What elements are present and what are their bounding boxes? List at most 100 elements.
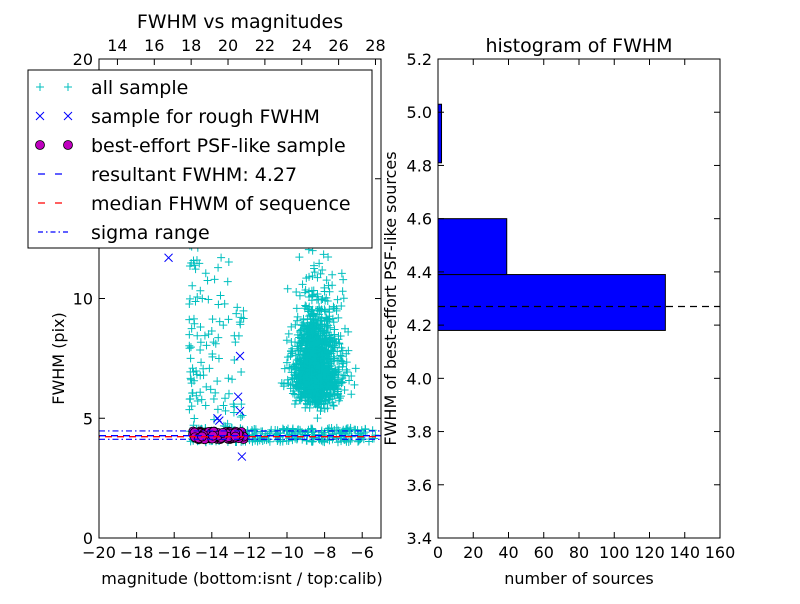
all-sample-point bbox=[284, 379, 293, 388]
all-sample-point bbox=[217, 253, 226, 262]
histogram-bar bbox=[437, 274, 666, 331]
top-x-tick-label: 16 bbox=[144, 36, 164, 55]
right-x-tick-label: 20 bbox=[463, 543, 483, 562]
left-reference-lines bbox=[99, 430, 381, 440]
all-sample-point bbox=[223, 419, 232, 428]
top-x-tick-label: 22 bbox=[255, 36, 275, 55]
all-sample-point bbox=[186, 374, 195, 383]
all-sample-point bbox=[324, 281, 333, 290]
all-sample-point bbox=[337, 269, 346, 278]
all-sample-point bbox=[309, 344, 318, 353]
all-sample-point bbox=[316, 317, 325, 326]
top-x-tick-label: 26 bbox=[328, 36, 348, 55]
all-sample-point bbox=[339, 294, 348, 303]
all-sample-point bbox=[340, 324, 349, 333]
right-y-tick-label: 4.4 bbox=[407, 263, 432, 282]
all-sample-point bbox=[223, 277, 232, 286]
all-sample-point bbox=[237, 400, 246, 409]
all-sample-point bbox=[302, 325, 311, 334]
all-sample-point bbox=[230, 331, 239, 340]
all-sample-point bbox=[329, 377, 338, 386]
all-sample-point bbox=[316, 393, 325, 402]
all-sample-point bbox=[303, 305, 312, 314]
legend-marker-plus bbox=[64, 83, 72, 91]
all-sample-point bbox=[357, 433, 366, 442]
all-sample-point bbox=[209, 338, 218, 347]
all-sample-point bbox=[308, 424, 317, 433]
all-sample-point bbox=[324, 252, 333, 261]
all-sample-point bbox=[320, 336, 329, 345]
all-sample-point bbox=[304, 372, 313, 381]
all-sample-point bbox=[319, 385, 328, 394]
all-sample-point bbox=[293, 316, 302, 325]
all-sample-point bbox=[305, 337, 314, 346]
right-y-tick-label: 5.2 bbox=[407, 50, 432, 69]
all-sample-point bbox=[185, 262, 194, 271]
all-sample-point bbox=[230, 402, 239, 411]
right-x-tick-label: 160 bbox=[705, 543, 736, 562]
all-sample-point bbox=[332, 434, 341, 443]
all-sample-point bbox=[339, 275, 348, 284]
all-sample-point bbox=[300, 347, 309, 356]
all-sample-point bbox=[186, 354, 195, 363]
all-sample-point bbox=[292, 304, 301, 313]
all-sample-point bbox=[314, 379, 323, 388]
all-sample-point bbox=[288, 349, 297, 358]
all-sample-point bbox=[296, 380, 305, 389]
all-sample-point bbox=[317, 397, 326, 406]
all-sample-point bbox=[317, 371, 326, 380]
all-sample-point bbox=[193, 397, 202, 406]
all-sample-point bbox=[338, 346, 347, 355]
all-sample-point bbox=[309, 286, 318, 295]
all-sample-point bbox=[306, 339, 315, 348]
legend-item: median FHWM of sequence bbox=[38, 193, 351, 215]
all-sample-point bbox=[279, 425, 288, 434]
all-sample-point bbox=[210, 415, 219, 424]
all-sample-point bbox=[283, 284, 292, 293]
legend-label: all sample bbox=[91, 77, 188, 99]
all-sample-point bbox=[328, 430, 337, 439]
all-sample-point bbox=[300, 380, 309, 389]
all-sample-point bbox=[321, 296, 330, 305]
all-sample-point bbox=[191, 297, 200, 306]
all-sample-point bbox=[300, 388, 309, 397]
all-sample-point bbox=[215, 317, 224, 326]
all-sample-point bbox=[310, 319, 319, 328]
all-sample-point bbox=[196, 323, 205, 332]
all-sample-point bbox=[224, 315, 233, 324]
all-sample-point bbox=[308, 327, 317, 336]
all-sample-point bbox=[337, 352, 346, 361]
all-sample-point bbox=[342, 358, 351, 367]
all-sample-point bbox=[200, 331, 209, 340]
all-sample-point bbox=[196, 286, 205, 295]
all-sample-point bbox=[309, 309, 318, 318]
all-sample-point bbox=[284, 329, 293, 338]
left-chart-title: FWHM vs magnitudes bbox=[137, 11, 343, 33]
top-x-tick-label: 18 bbox=[181, 36, 201, 55]
all-sample-point bbox=[305, 303, 314, 312]
right-y-tick-label: 4.8 bbox=[407, 156, 432, 175]
all-sample-point bbox=[288, 389, 297, 398]
all-sample-point bbox=[347, 372, 356, 381]
all-sample-point bbox=[346, 436, 355, 445]
rough-sample-point bbox=[235, 351, 245, 361]
right-y-tick-label: 3.6 bbox=[407, 476, 432, 495]
all-sample-point bbox=[216, 291, 225, 300]
all-sample-point bbox=[214, 354, 223, 363]
all-sample-point bbox=[219, 321, 228, 330]
all-sample-point bbox=[308, 290, 317, 299]
left-y-tick-label: 5 bbox=[83, 409, 93, 428]
all-sample-point bbox=[308, 346, 317, 355]
all-sample-point bbox=[196, 338, 205, 347]
left-ticks: −20−18−16−14−12−10−8−6051015201416182022… bbox=[73, 36, 386, 562]
all-sample-point bbox=[314, 430, 323, 439]
all-sample-point bbox=[323, 424, 332, 433]
all-sample-point bbox=[333, 295, 342, 304]
right-x-tick-label: 60 bbox=[534, 543, 554, 562]
legend-label: median FHWM of sequence bbox=[91, 193, 351, 215]
all-sample-point bbox=[325, 391, 334, 400]
left-legend: all sample sample for rough FWHM best-effo… bbox=[27, 69, 373, 249]
all-sample-point bbox=[199, 364, 208, 373]
all-sample-point bbox=[196, 371, 205, 380]
